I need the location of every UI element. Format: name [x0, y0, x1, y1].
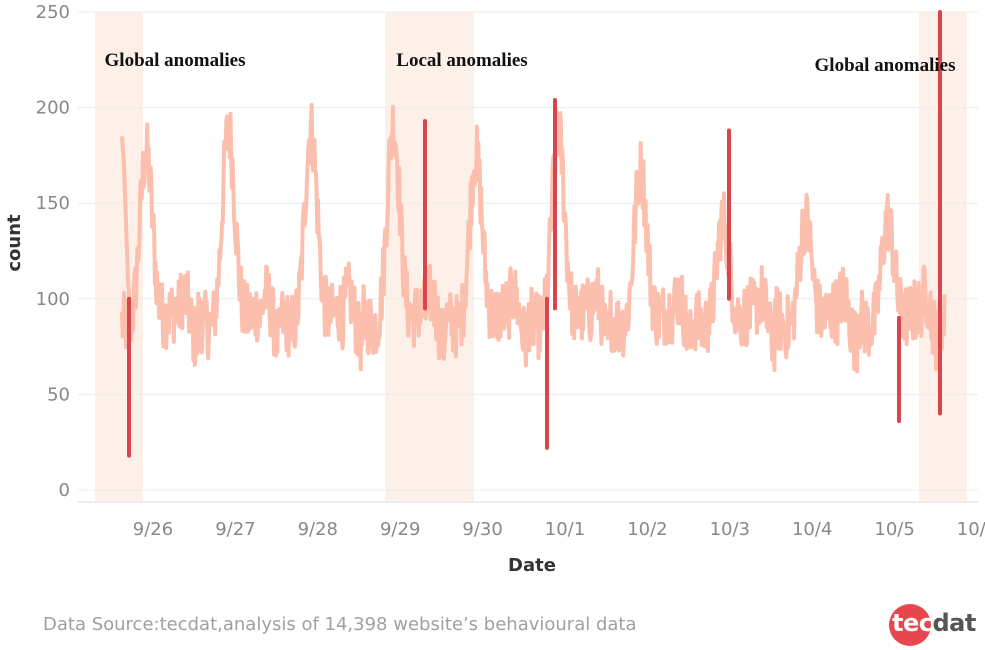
logo-circle [889, 604, 931, 646]
anomaly-spikes [127, 10, 942, 458]
logo-text: tecdat [892, 609, 976, 637]
anomaly-label: Global anomalies [105, 50, 246, 71]
x-tick-label: 9/29 [380, 519, 420, 540]
x-tick-label: 9/27 [215, 519, 255, 540]
x-tick-label: 10/4 [792, 519, 832, 540]
count-series [120, 102, 947, 374]
x-tick-label: 9/26 [133, 519, 173, 540]
x-tick-label: 10/3 [710, 519, 750, 540]
anomaly-label: Local anomalies [396, 50, 527, 71]
y-axis-title: count [4, 214, 25, 272]
anomaly-band [919, 12, 967, 502]
y-tick-label: 200 [36, 98, 70, 119]
anomaly-bands [95, 12, 967, 502]
x-tick-labels: 9/26 9/27 9/28 9/29 9/30 10/1 10/2 10/3 10/4 10/5… [133, 519, 985, 540]
anomaly-band [385, 12, 474, 502]
x-axis-title: Date [508, 555, 556, 576]
x-tick-label: 9/28 [298, 519, 338, 540]
x-tick-label: 9/30 [462, 519, 502, 540]
x-tick-label: 10/2 [627, 519, 667, 540]
y-tick-label: 150 [36, 193, 70, 214]
anomaly-label: Global anomalies [815, 55, 956, 76]
chart: 0 50 100 150 200 250 9/26 9/27 9/28 9/29 9/30 10/1… [4, 2, 985, 576]
data-source-caption: Data Source:tecdat,analysis of 14,398 we… [43, 614, 637, 635]
y-tick-labels: 0 50 100 150 200 250 [36, 2, 70, 501]
gridlines [78, 11, 978, 503]
x-tick-label: 10/5 [874, 519, 914, 540]
x-tick-label: 10/6 [957, 519, 985, 540]
count-line [120, 102, 947, 374]
y-tick-label: 0 [59, 480, 70, 501]
anomaly-band [95, 12, 143, 502]
y-tick-label: 250 [36, 2, 70, 23]
y-tick-label: 100 [36, 289, 70, 310]
anomaly-annotations: Global anomalies Local anomalies Global an… [105, 50, 956, 76]
x-tick-label: 10/1 [545, 519, 585, 540]
y-tick-label: 50 [47, 384, 70, 405]
